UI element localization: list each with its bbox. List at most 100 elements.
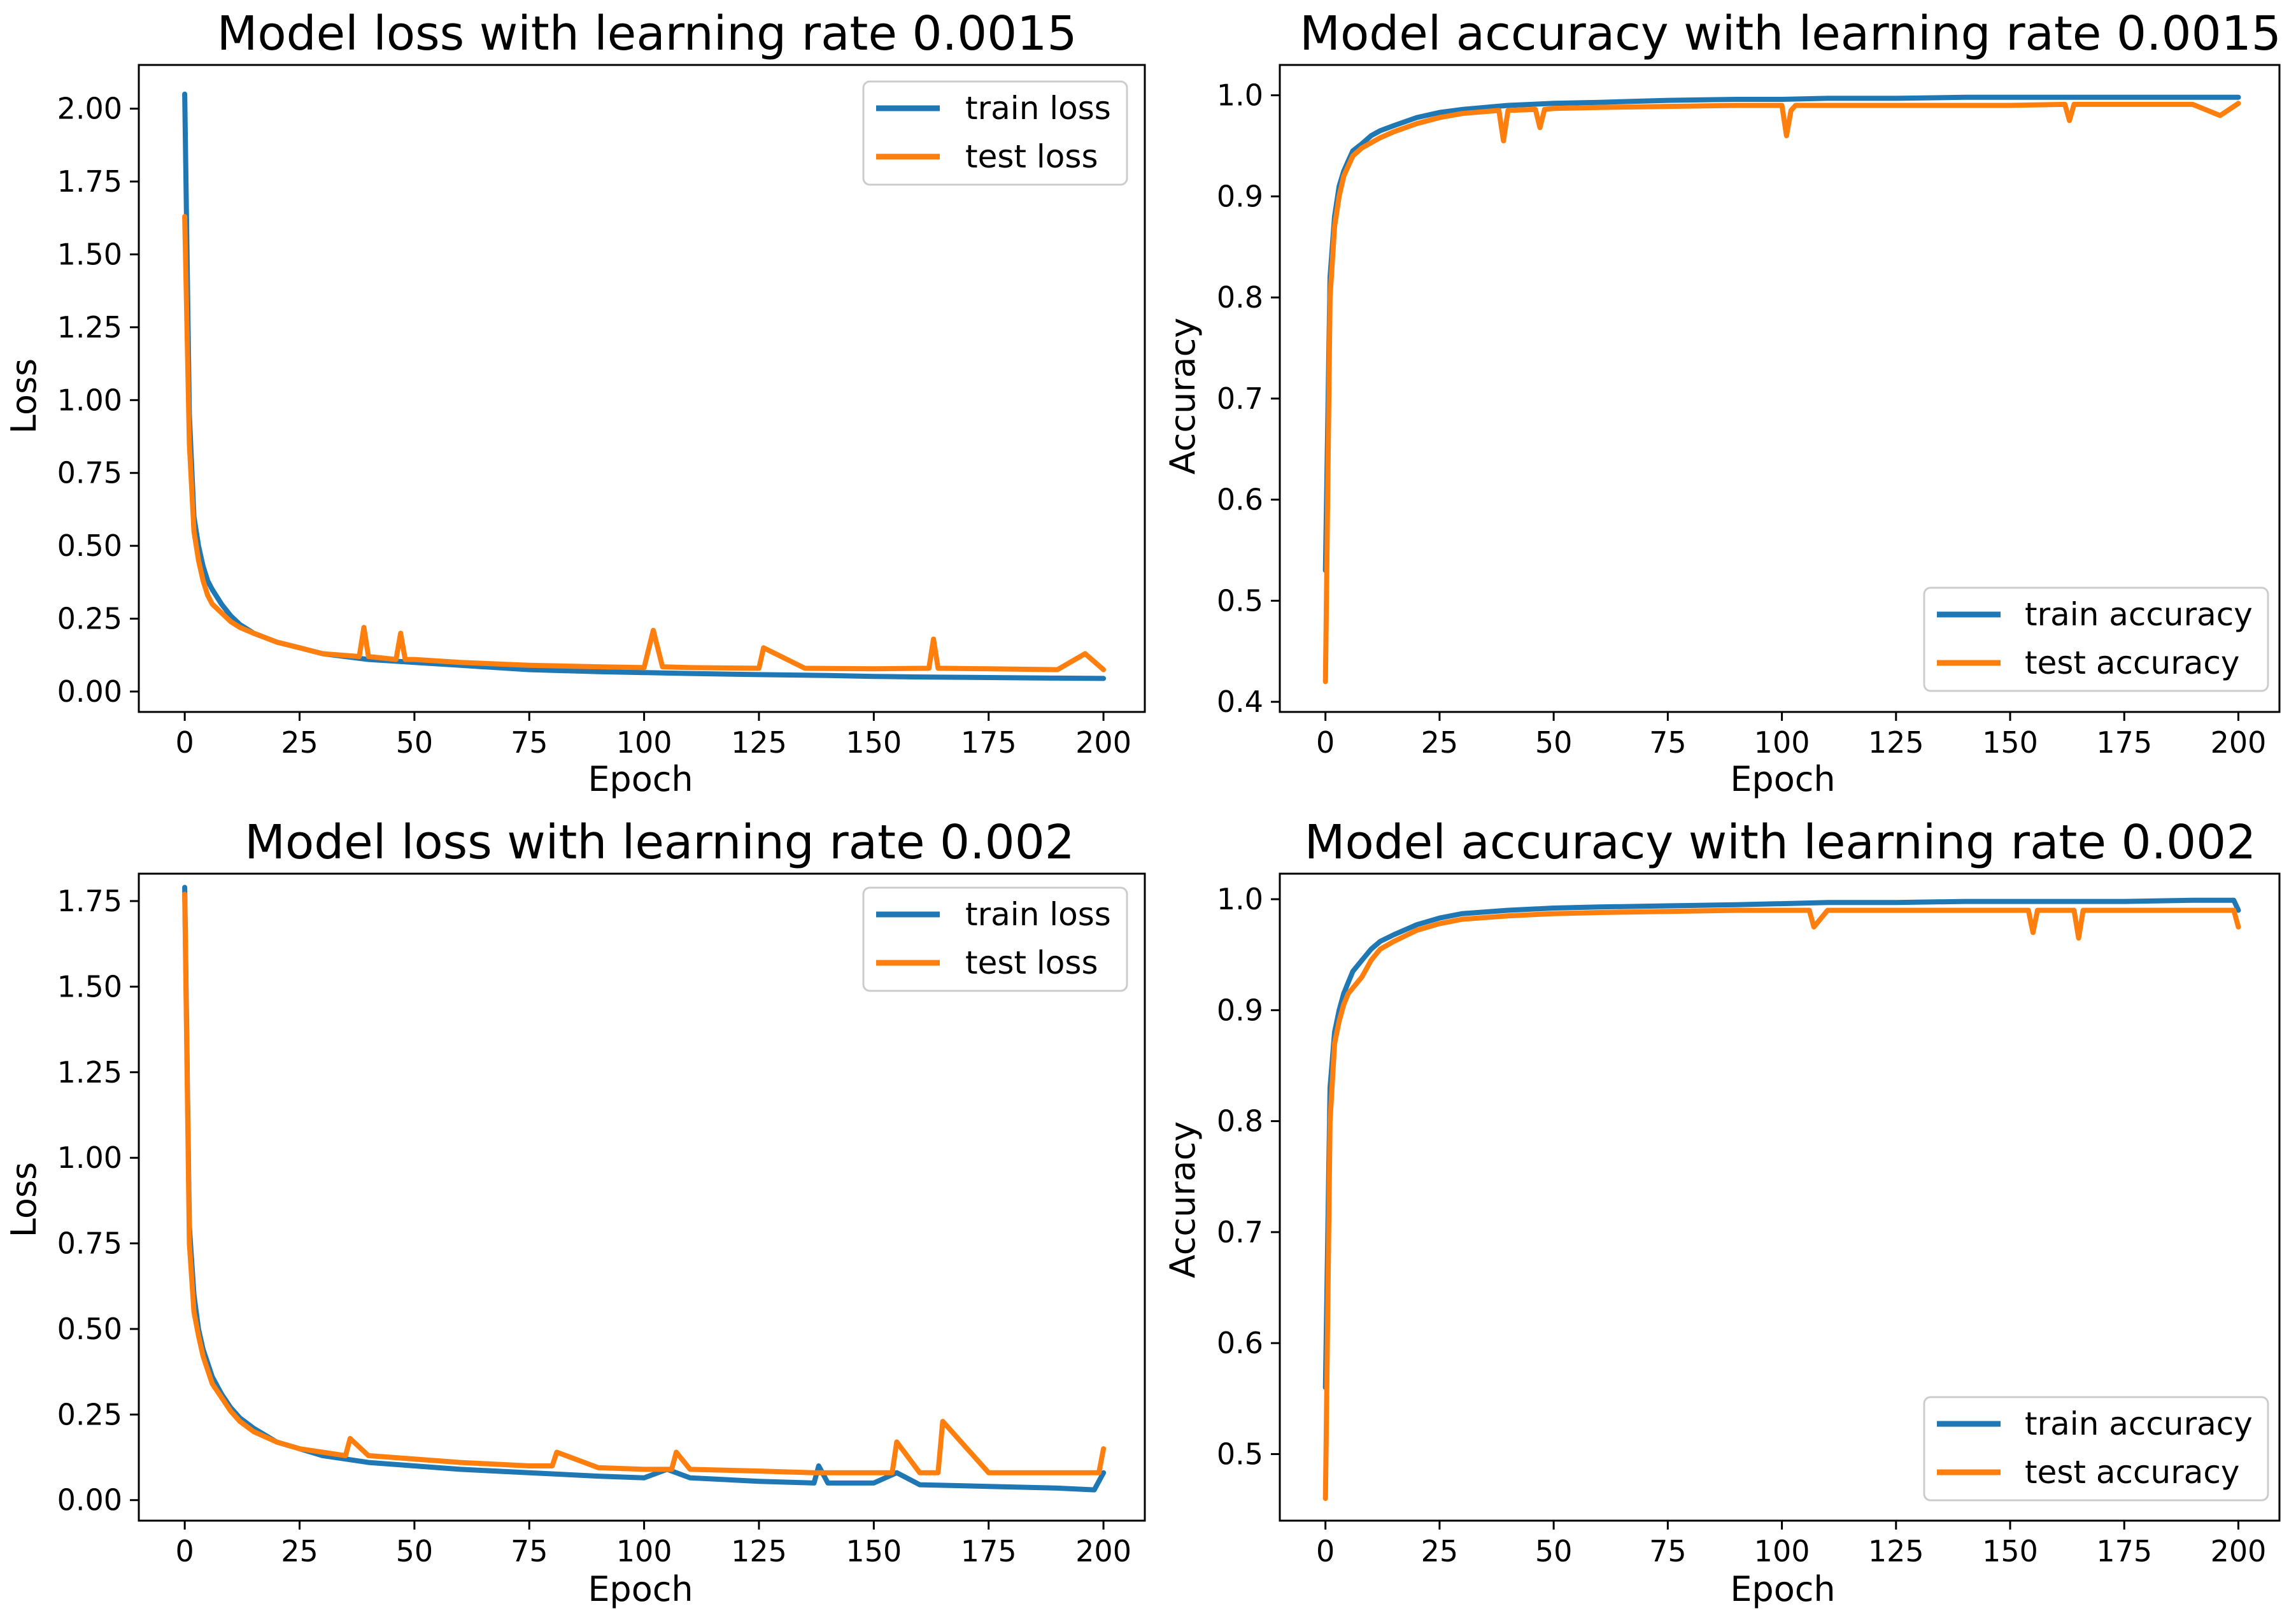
x-tick-label: 200 [2211, 725, 2267, 760]
y-tick-label: 0.9 [1217, 993, 1263, 1027]
x-tick-label: 125 [1868, 725, 1924, 760]
y-tick-label: 0.00 [57, 674, 122, 709]
axes-frame [1279, 64, 2281, 713]
chart-panel-accuracy-0015: Model accuracy with learning rate 0.0015… [1163, 6, 2281, 799]
axes-frame [138, 64, 1146, 713]
plot-area: 0 25 50 75 100 125 150 175 200 0.4 0.5 0.6 0.7 0.8 0.9… [1217, 64, 2281, 760]
x-tick-label: 175 [2096, 725, 2152, 760]
x-tick-label: 0 [1316, 725, 1335, 760]
chart-panel-loss-0015: Model loss with learning rate 0.0015 Los… [4, 6, 1146, 799]
legend-label-test: test loss [965, 138, 1098, 175]
y-tick-label: 1.75 [57, 164, 122, 199]
y-tick-label: 1.50 [57, 969, 122, 1004]
x-tick-label: 150 [1982, 725, 2038, 760]
x-tick-label: 100 [1754, 725, 1810, 760]
legend-label-test: test accuracy [2025, 644, 2240, 681]
y-tick-label: 1.25 [57, 1055, 122, 1090]
x-tick-label: 150 [846, 725, 902, 760]
chart-title: Model loss with learning rate 0.0015 [217, 6, 1077, 61]
x-tick-label: 175 [961, 1534, 1017, 1568]
legend-label-train: train accuracy [2025, 1405, 2253, 1442]
y-axis-label: Loss [4, 1162, 44, 1237]
x-tick-label: 50 [1535, 1534, 1573, 1568]
x-tick-label: 25 [281, 1534, 318, 1568]
legend-label-test: test loss [965, 944, 1098, 981]
legend: train loss test loss [862, 80, 1128, 186]
chart-title: Model loss with learning rate 0.002 [244, 815, 1075, 870]
y-tick-label: 0.25 [57, 1397, 122, 1432]
y-tick-label: 1.0 [1217, 78, 1263, 113]
y-tick-label: 0.25 [57, 602, 122, 636]
legend-box [1923, 586, 2269, 692]
x-tick-label: 25 [1421, 1534, 1459, 1568]
x-tick-label: 75 [511, 725, 548, 760]
legend: train accuracy test accuracy [1923, 586, 2269, 692]
chart-panel-loss-002: Model loss with learning rate 0.002 Loss… [4, 815, 1146, 1609]
x-tick-label: 50 [396, 725, 434, 760]
y-axis-label: Loss [4, 359, 44, 434]
y-tick-label: 1.75 [57, 884, 122, 918]
y-tick-label: 2.00 [57, 92, 122, 126]
legend-label-test: test accuracy [2025, 1454, 2240, 1491]
legend-box [1923, 1396, 2269, 1502]
x-axis-label: Epoch [1730, 759, 1835, 799]
chart-title: Model accuracy with learning rate 0.002 [1305, 815, 2257, 870]
x-tick-label: 0 [1316, 1534, 1335, 1568]
y-tick-label: 0.75 [57, 456, 122, 490]
x-tick-label: 175 [2096, 1534, 2152, 1568]
chart-panel-accuracy-002: Model accuracy with learning rate 0.002 … [1163, 815, 2281, 1609]
x-tick-label: 200 [1075, 1534, 1131, 1568]
legend-label-train: train loss [965, 90, 1111, 127]
y-tick-label: 0.6 [1217, 1326, 1263, 1360]
x-axis-label: Epoch [1730, 1569, 1835, 1609]
x-axis-label: Epoch [588, 759, 693, 799]
plot-area: 0 25 50 75 100 125 150 175 200 0.00 0.25 0.50 0.75 1.… [57, 64, 1146, 760]
y-tick-label: 0.6 [1217, 483, 1263, 517]
y-tick-label: 0.75 [57, 1226, 122, 1261]
series-line-test [182, 892, 1107, 1475]
x-tick-label: 200 [2211, 1534, 2267, 1568]
x-tick-label: 175 [961, 725, 1017, 760]
plot-area: 0 25 50 75 100 125 150 175 200 0.5 0.6 0.7 0.8 0.9 1.0 [1217, 872, 2281, 1568]
y-tick-label: 1.50 [57, 237, 122, 271]
x-tick-label: 75 [1649, 725, 1687, 760]
y-tick-label: 1.0 [1217, 882, 1263, 916]
x-tick-label: 150 [846, 1534, 902, 1568]
x-tick-label: 100 [616, 1534, 672, 1568]
series-line-test [182, 214, 1107, 672]
series-line-test [1322, 907, 2241, 1502]
y-tick-label: 0.00 [57, 1483, 122, 1517]
x-tick-label: 0 [176, 725, 194, 760]
x-tick-label: 150 [1982, 1534, 2038, 1568]
y-tick-label: 0.7 [1217, 1215, 1263, 1249]
x-tick-label: 25 [281, 725, 318, 760]
y-tick-label: 0.4 [1217, 685, 1263, 719]
y-tick-label: 0.5 [1217, 583, 1263, 618]
series-line-train [1322, 897, 2241, 1390]
x-tick-label: 200 [1075, 725, 1131, 760]
x-tick-label: 100 [616, 725, 672, 760]
y-tick-label: 1.25 [57, 310, 122, 345]
x-tick-label: 50 [396, 1534, 434, 1568]
x-tick-label: 125 [731, 725, 787, 760]
y-tick-label: 0.50 [57, 1312, 122, 1346]
y-tick-label: 0.5 [1217, 1437, 1263, 1471]
plot-area: 0 25 50 75 100 125 150 175 200 0.00 0.25 0.50 0.75 1.… [57, 872, 1146, 1568]
y-axis-label: Accuracy [1163, 1121, 1203, 1279]
x-tick-label: 125 [1868, 1534, 1924, 1568]
y-tick-label: 1.00 [57, 383, 122, 417]
y-tick-label: 0.7 [1217, 381, 1263, 416]
x-tick-label: 75 [1649, 1534, 1687, 1568]
y-tick-label: 0.8 [1217, 280, 1263, 315]
series-line-test [1322, 101, 2241, 685]
legend: train accuracy test accuracy [1923, 1396, 2269, 1502]
x-tick-label: 0 [176, 1534, 194, 1568]
x-tick-label: 125 [731, 1534, 787, 1568]
legend-label-train: train accuracy [2025, 596, 2253, 633]
y-tick-label: 0.8 [1217, 1104, 1263, 1139]
axes-frame [138, 872, 1146, 1522]
legend: train loss test loss [862, 886, 1128, 992]
x-tick-label: 50 [1535, 725, 1573, 760]
